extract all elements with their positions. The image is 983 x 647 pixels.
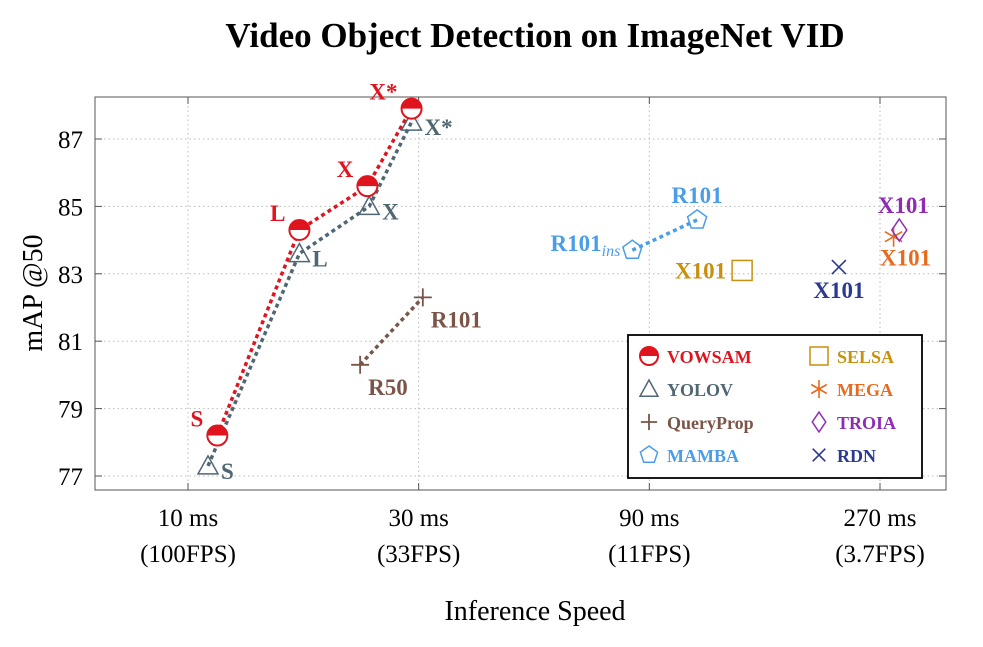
queryprop-point: [351, 355, 370, 374]
x-tick-label: 10 ms: [158, 505, 218, 532]
queryprop-point-label: R101: [431, 307, 482, 332]
vowsam-point: [356, 175, 379, 198]
yolov-point: [400, 110, 423, 131]
mega-point-label: X101: [880, 246, 931, 271]
mamba-point: [621, 239, 643, 260]
vowsam-point: [400, 97, 423, 120]
x-axis-title: Inference Speed: [444, 596, 625, 627]
x-tick-label: 90 ms: [619, 505, 679, 532]
plot-frame: [94, 96, 947, 491]
x-tick-label: (3.7FPS): [835, 541, 925, 568]
legend-marker-selsa: [809, 346, 829, 366]
y-tick-label: 79: [58, 397, 83, 424]
mamba-point: [686, 208, 708, 229]
x-tick-label: (100FPS): [140, 541, 236, 568]
vowsam-point: [206, 424, 229, 447]
yolov-point-label: L: [312, 247, 327, 272]
selsa-point-label: X101: [675, 258, 726, 283]
queryprop-line: [358, 296, 425, 366]
yolov-point-label: S: [221, 459, 234, 484]
legend-marker-troia: [811, 410, 827, 434]
legend-label-vowsam: VOWSAM: [667, 347, 752, 367]
rdn-point-label: X101: [813, 278, 864, 303]
y-tick-label: 81: [58, 329, 83, 356]
mega-point: [884, 226, 903, 247]
legend-label-yolov: YOLOV: [667, 380, 733, 400]
y-tick-label: 77: [58, 464, 83, 491]
selsa-point: [731, 259, 753, 282]
x-tick-label: (11FPS): [608, 541, 690, 568]
legend-label-selsa: SELSA: [837, 347, 894, 367]
mamba-point-label: R101ins: [551, 231, 621, 260]
yolov-point: [196, 454, 220, 475]
ticks: 77 79 81 83 85 87 10 ms (100FPS) 30 ms (33FPS) 90 …: [58, 97, 946, 568]
troia-point: [890, 217, 908, 243]
yolov-point: [357, 194, 381, 216]
legend: VOWSAM SELSA YOLOV MEGA QueryProp TROIA MAMBA R…: [627, 334, 923, 479]
troia-point-label: X101: [878, 193, 929, 218]
vowsam-point: [288, 218, 311, 241]
legend-marker-vowsam: [639, 346, 659, 366]
legend-label-mega: MEGA: [837, 380, 893, 400]
y-tick-label: 87: [58, 127, 83, 154]
legend-label-troia: TROIA: [837, 413, 896, 433]
legend-marker-queryprop: [640, 413, 658, 431]
x-tick-label: 30 ms: [388, 505, 448, 532]
series-lines: [206, 107, 698, 467]
legend-box: [627, 334, 923, 479]
point-labels: R50 R101 R101ins R101 X101 X101 X101 X101 S L X X* S…: [191, 80, 932, 484]
vowsam-point-label: X*: [369, 80, 397, 105]
vowsam-point-label: X: [337, 157, 354, 182]
queryprop-point-label: R50: [368, 375, 408, 400]
vowsam-point-label: S: [191, 407, 204, 432]
x-tick-label: (33FPS): [377, 541, 460, 568]
mamba-line: [631, 218, 698, 252]
yolov-point-label: X*: [425, 115, 453, 140]
y-tick-label: 85: [58, 194, 83, 221]
series-points: [196, 97, 908, 475]
subscript: ins: [602, 243, 621, 260]
legend-marker-yolov: [638, 378, 660, 397]
legend-marker-rdn: [812, 448, 826, 462]
vowsam-point-label: L: [270, 201, 285, 226]
y-tick-label: 83: [58, 262, 83, 289]
vowsam-line: [215, 107, 414, 437]
y-axis-title: mAP @50: [18, 234, 49, 351]
chart-title: Video Object Detection on ImageNet VID: [225, 16, 844, 55]
yolov-point-label: X: [382, 199, 399, 224]
yolov-line: [206, 121, 414, 467]
legend-label-rdn: RDN: [837, 446, 876, 466]
queryprop-point: [413, 288, 432, 307]
legend-label-queryprop: QueryProp: [667, 413, 754, 433]
legend-label-mamba: MAMBA: [667, 446, 739, 466]
yolov-point: [288, 242, 311, 263]
legend-marker-mamba: [639, 445, 659, 464]
legend-marker-mega: [810, 380, 828, 398]
x-tick-label: 270 ms: [844, 505, 917, 532]
mamba-point-label: R101: [672, 183, 723, 208]
rdn-point: [831, 259, 847, 275]
